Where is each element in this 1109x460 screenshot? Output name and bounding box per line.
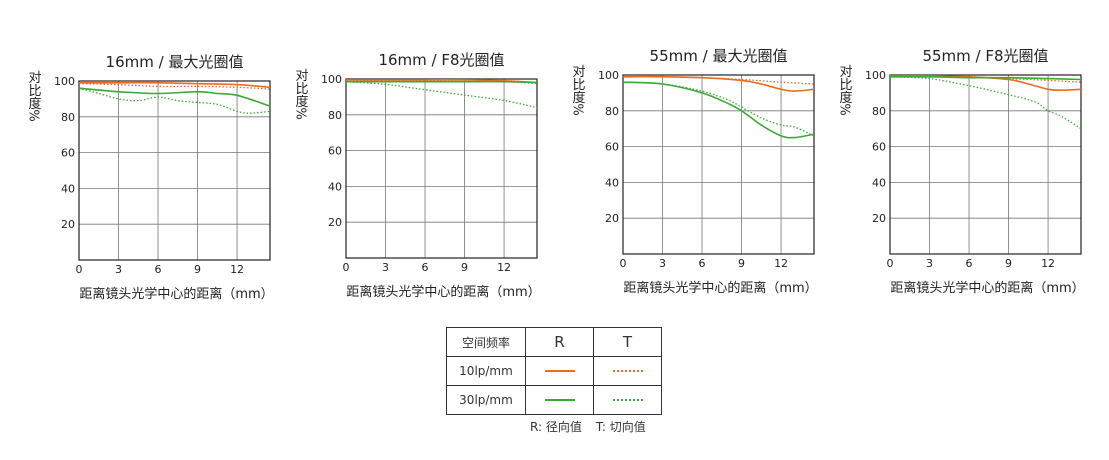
y-tick-label: 40 bbox=[872, 176, 886, 189]
chart-title: 16mm / F8光圈值 bbox=[378, 51, 504, 69]
series-line-1 bbox=[79, 81, 271, 89]
y-axis-label: 对比度% bbox=[26, 70, 42, 121]
chart-title: 55mm / F8光圈值 bbox=[922, 47, 1048, 65]
y-tick-label: 60 bbox=[328, 145, 342, 158]
series-line-3 bbox=[889, 75, 1082, 81]
x-tick-label: 9 bbox=[1005, 257, 1012, 270]
legend-swatch-30-t bbox=[593, 385, 662, 415]
x-tick-label: 0 bbox=[887, 257, 894, 270]
legend-note: R: 径向值 T: 切向值 bbox=[530, 418, 660, 435]
dotted-green-line bbox=[612, 399, 643, 401]
y-tick-label: 80 bbox=[61, 111, 75, 124]
y-tick-label: 80 bbox=[872, 105, 886, 118]
series-line-2 bbox=[78, 83, 271, 90]
chart-3: 55mm / 最大光圈值 20 40 60 80 100 0 3 6 9 12 对比度% 距离镜头光学中… bbox=[570, 47, 818, 296]
y-tick-label: 80 bbox=[605, 105, 619, 118]
plot-frame bbox=[78, 80, 271, 261]
dotted-orange-line bbox=[612, 370, 643, 372]
y-axis-label: 对比度% bbox=[570, 64, 586, 115]
x-tick-label: 12 bbox=[497, 261, 511, 274]
series-line-4 bbox=[889, 76, 1082, 130]
x-tick-label: 3 bbox=[926, 257, 933, 270]
chart-1: 16mm / 最大光圈值 20 40 60 80 100 0 3 6 9 12 对比度% 距离镜头光学中… bbox=[26, 53, 274, 302]
legend-header-t: T bbox=[593, 327, 662, 357]
legend-swatch-10-r bbox=[525, 356, 594, 386]
x-tick-label: 12 bbox=[774, 257, 788, 270]
plot-frame bbox=[889, 74, 1082, 255]
y-tick-label: 80 bbox=[328, 109, 342, 122]
legend-row-10lp-label: 10lp/mm bbox=[446, 356, 526, 386]
x-axis-label: 距离镜头光学中心的距离（mm） bbox=[890, 280, 1084, 296]
y-tick-label: 100 bbox=[865, 69, 886, 82]
legend-swatch-10-t bbox=[593, 356, 662, 386]
x-tick-label: 0 bbox=[76, 263, 83, 276]
x-tick-label: 6 bbox=[422, 261, 429, 274]
legend-table: 空间频率 R T 10lp/mm 30lp/mm bbox=[446, 327, 662, 415]
legend-note-radial: R: 径向值 bbox=[530, 420, 582, 434]
x-tick-label: 9 bbox=[738, 257, 745, 270]
y-tick-label: 20 bbox=[61, 218, 75, 231]
series-line-3 bbox=[346, 80, 538, 84]
y-tick-label: 20 bbox=[872, 212, 886, 225]
x-tick-label: 12 bbox=[230, 263, 244, 276]
series-line-3 bbox=[622, 81, 815, 139]
x-tick-label: 12 bbox=[1041, 257, 1055, 270]
chart-title: 55mm / 最大光圈值 bbox=[650, 47, 788, 65]
legend-note-tangential: T: 切向值 bbox=[595, 420, 646, 434]
solid-orange-line bbox=[544, 370, 575, 372]
chart-4: 55mm / F8光圈值 20 40 60 80 100 0 3 6 9 12 对比度% 距离镜头光学中… bbox=[837, 47, 1085, 296]
legend-header-frequency: 空间频率 bbox=[446, 327, 526, 357]
y-tick-label: 20 bbox=[605, 212, 619, 225]
y-tick-label: 100 bbox=[321, 73, 342, 86]
legend-row-30lp-label: 30lp/mm bbox=[446, 385, 526, 415]
legend-row-10lp: 10lp/mm bbox=[446, 356, 662, 386]
series-line-4 bbox=[78, 87, 271, 114]
solid-green-line bbox=[544, 399, 575, 401]
chart-2: 16mm / F8光圈值 20 40 60 80 100 0 3 6 9 12 对比度% 距离镜头光学中… bbox=[293, 51, 541, 300]
x-tick-label: 6 bbox=[699, 257, 706, 270]
x-tick-label: 3 bbox=[382, 261, 389, 274]
legend-row-30lp: 30lp/mm bbox=[446, 385, 662, 415]
y-tick-label: 40 bbox=[605, 176, 619, 189]
x-tick-label: 3 bbox=[115, 263, 122, 276]
y-tick-label: 40 bbox=[61, 182, 75, 195]
plot-frame bbox=[622, 74, 815, 255]
plot-frame bbox=[345, 78, 538, 259]
x-tick-label: 9 bbox=[461, 261, 468, 274]
y-axis-label: 对比度% bbox=[293, 68, 309, 119]
x-tick-label: 6 bbox=[155, 263, 162, 276]
x-tick-label: 9 bbox=[194, 263, 201, 276]
series-line-4 bbox=[622, 81, 815, 137]
series-line-2 bbox=[622, 76, 815, 85]
x-axis-label: 距离镜头光学中心的距离（mm） bbox=[346, 284, 540, 300]
y-tick-label: 60 bbox=[61, 147, 75, 160]
y-tick-label: 40 bbox=[328, 180, 342, 193]
y-tick-label: 60 bbox=[872, 141, 886, 154]
y-tick-label: 100 bbox=[598, 69, 619, 82]
x-tick-label: 3 bbox=[659, 257, 666, 270]
x-axis-label: 距离镜头光学中心的距离（mm） bbox=[623, 280, 817, 296]
legend-swatch-30-r bbox=[525, 385, 594, 415]
x-tick-label: 0 bbox=[343, 261, 350, 274]
chart-title: 16mm / 最大光圈值 bbox=[106, 53, 244, 71]
x-tick-label: 0 bbox=[620, 257, 627, 270]
legend-header-r: R bbox=[525, 327, 594, 357]
y-tick-label: 100 bbox=[54, 75, 75, 88]
series-line-3 bbox=[78, 87, 271, 107]
y-tick-label: 60 bbox=[605, 141, 619, 154]
y-axis-label: 对比度% bbox=[837, 64, 853, 115]
y-tick-label: 20 bbox=[328, 216, 342, 229]
x-tick-label: 6 bbox=[966, 257, 973, 270]
series-line-1 bbox=[346, 79, 538, 84]
legend-header-row: 空间频率 R T bbox=[446, 327, 662, 357]
x-axis-label: 距离镜头光学中心的距离（mm） bbox=[79, 286, 273, 302]
series-line-4 bbox=[345, 81, 538, 109]
